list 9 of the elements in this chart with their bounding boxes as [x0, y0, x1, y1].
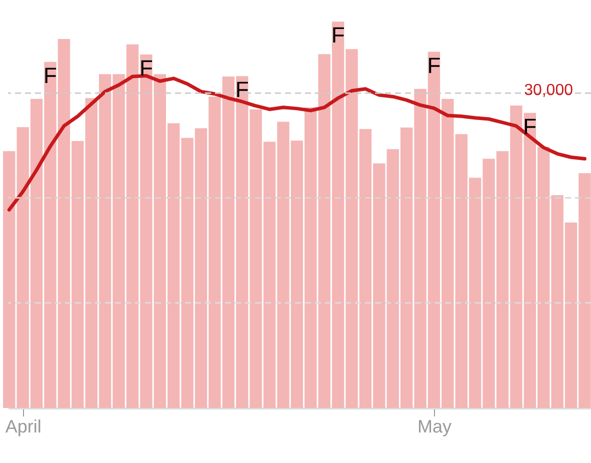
annotation: F: [235, 77, 249, 102]
annotation: F: [44, 62, 57, 88]
annotation: F: [427, 52, 441, 78]
annotation: 30,000: [524, 82, 574, 100]
annotation: F: [139, 55, 153, 80]
annotation: F: [331, 22, 345, 48]
x-tick-label: April: [5, 416, 42, 436]
annotation: F: [523, 114, 537, 139]
x-tick-label: May: [417, 416, 452, 436]
